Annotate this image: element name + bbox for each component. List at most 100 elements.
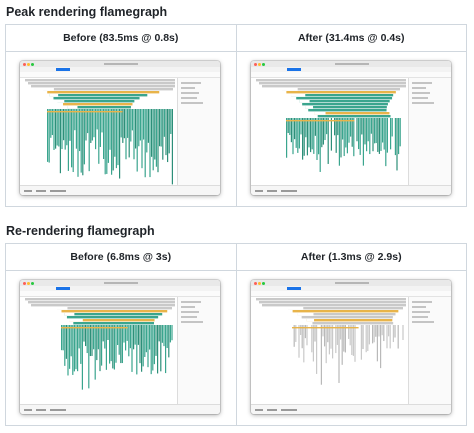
flamegraph [25, 79, 175, 185]
bottom-tabbar [250, 185, 451, 195]
flame-frame [281, 88, 400, 91]
flame-column [131, 109, 133, 131]
flame-column [162, 109, 164, 160]
flame-column [137, 325, 139, 345]
flame-column [368, 325, 370, 345]
minimize-dot-icon [257, 282, 261, 285]
flame-frame [297, 313, 396, 316]
flame-frame [64, 313, 163, 316]
flame-column [333, 118, 335, 136]
table-cell-before [6, 271, 236, 425]
flamegraph-area [253, 78, 407, 185]
flame-column [357, 118, 359, 150]
flame-column [168, 325, 170, 358]
flame-column [86, 325, 88, 354]
close-dot-icon [253, 63, 257, 66]
bottom-tab [280, 190, 297, 192]
flame-column [104, 109, 106, 175]
flame-gap [304, 106, 313, 109]
flame-frame [73, 322, 155, 325]
flame-column [359, 118, 361, 155]
flamegraph-area [23, 78, 176, 185]
flame-column [105, 325, 107, 370]
flame-column [305, 325, 308, 346]
flame-frame [31, 304, 175, 307]
flame-column [395, 118, 398, 171]
flame-column [91, 109, 93, 141]
flame-column [397, 118, 399, 155]
flame-gap [290, 94, 305, 97]
flame-column [339, 118, 342, 158]
flame-column [382, 325, 384, 342]
flame-column [365, 118, 367, 152]
flame-column [387, 325, 389, 337]
flame-column [321, 325, 324, 337]
window-titlebar [20, 61, 220, 67]
flame-column [155, 109, 157, 167]
flame-gap [298, 100, 310, 103]
flame-column [344, 325, 346, 353]
flame-frame [63, 103, 133, 106]
flame-column [383, 118, 385, 150]
flame-column [168, 109, 170, 154]
flame-column [96, 109, 98, 130]
flame-column [334, 325, 336, 354]
flame-frame [61, 310, 168, 313]
table-row [6, 271, 466, 425]
flame-column [117, 109, 119, 166]
flame-column [51, 109, 53, 136]
flame-column [376, 118, 378, 152]
flame-column [85, 109, 87, 141]
flame-frame [317, 115, 391, 118]
window-title-placeholder [334, 63, 369, 65]
flame-column [125, 109, 127, 160]
detail-line [181, 311, 199, 313]
flame-column [123, 325, 125, 343]
flame-column [83, 325, 85, 342]
flame-column [361, 325, 364, 350]
flame-column [303, 118, 305, 156]
flame-column [128, 109, 130, 158]
flame-column [386, 118, 388, 153]
flame-frame [47, 111, 123, 113]
flame-column [376, 325, 378, 362]
flame-column [50, 109, 52, 138]
flame-column [342, 325, 344, 352]
flame-column [287, 118, 289, 134]
flame-column [384, 118, 386, 167]
flame-frame [313, 112, 389, 115]
flame-column [399, 118, 401, 147]
flame-column [119, 109, 121, 179]
flame-frame [66, 316, 159, 319]
flame-column [131, 325, 133, 372]
flame-frame [25, 298, 175, 301]
detail-line [181, 102, 203, 104]
flame-column [301, 325, 303, 349]
flame-column [109, 109, 111, 150]
flame-column [71, 109, 73, 168]
detail-line [181, 321, 203, 323]
flame-column [141, 109, 143, 169]
flame-column [397, 325, 399, 349]
flame-column [360, 118, 362, 135]
devtools-toolbar [250, 72, 451, 78]
bottom-tab [36, 190, 46, 192]
flame-column [366, 325, 368, 351]
flame-column [293, 325, 295, 347]
flame-column [88, 325, 90, 389]
table-header-row: Before (83.5ms @ 0.8s) After (31.4ms @ 0… [6, 25, 466, 52]
flame-column [171, 325, 173, 341]
window-titlebar [250, 61, 451, 67]
bottom-tabbar [20, 404, 220, 414]
column-header-before: Before (6.8ms @ 3s) [70, 251, 172, 263]
flame-column [360, 325, 362, 360]
flame-column [347, 118, 350, 143]
table-cell-after [235, 52, 467, 206]
flame-column [312, 325, 314, 362]
flame-column [99, 109, 101, 147]
flame-column [338, 118, 340, 166]
flamegraph-area [23, 297, 176, 404]
flame-column [298, 118, 300, 149]
flame-column [75, 325, 77, 370]
flame-column [374, 325, 376, 337]
